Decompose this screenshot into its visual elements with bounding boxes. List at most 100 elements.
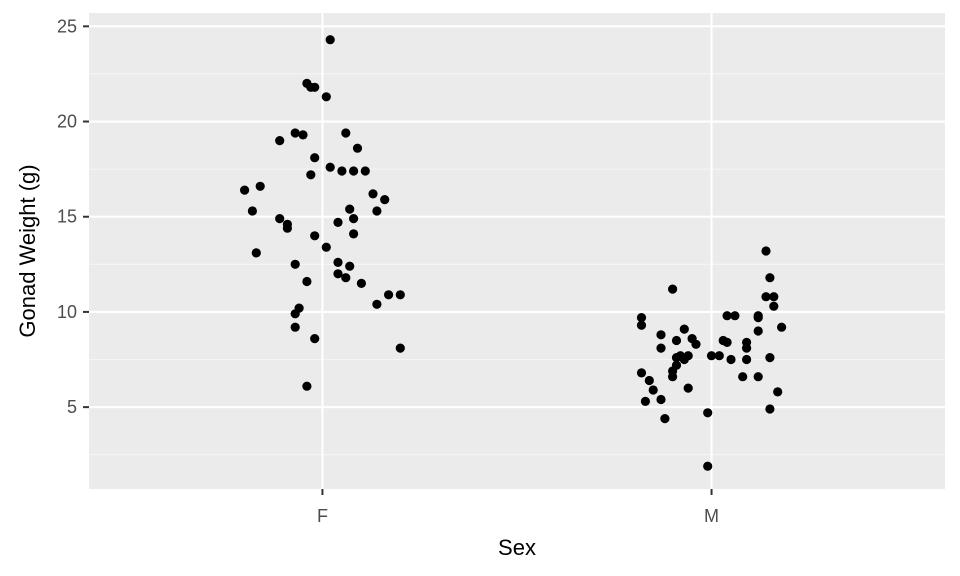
- x-tick-label: M: [704, 506, 719, 526]
- data-point: [714, 351, 724, 361]
- data-point: [395, 343, 405, 353]
- data-point: [753, 372, 763, 382]
- data-point: [777, 322, 787, 332]
- data-point: [302, 276, 312, 287]
- data-point: [321, 242, 331, 252]
- data-point: [306, 170, 316, 180]
- data-point: [753, 311, 763, 321]
- data-point: [679, 324, 689, 334]
- data-point: [769, 301, 779, 311]
- data-point: [310, 334, 320, 344]
- data-point: [722, 311, 732, 321]
- data-point: [349, 229, 359, 239]
- data-point: [345, 204, 355, 214]
- data-point: [656, 343, 666, 353]
- data-point: [310, 82, 320, 92]
- plot-panel: [89, 13, 945, 489]
- data-point: [333, 257, 343, 267]
- data-point: [660, 414, 670, 424]
- data-point: [337, 166, 347, 176]
- data-point: [349, 166, 359, 176]
- data-point: [325, 162, 335, 172]
- data-point: [395, 290, 405, 300]
- data-point: [240, 185, 250, 195]
- data-point: [742, 343, 752, 353]
- data-point: [730, 311, 740, 321]
- data-point: [372, 299, 382, 309]
- data-point: [706, 351, 717, 361]
- data-point: [275, 136, 285, 146]
- data-point: [761, 246, 771, 256]
- data-point: [356, 278, 366, 288]
- data-point: [738, 372, 748, 382]
- data-point: [360, 166, 370, 176]
- data-point: [656, 394, 666, 405]
- data-point: [644, 375, 654, 386]
- data-point: [636, 368, 647, 378]
- data-point: [765, 404, 775, 414]
- data-point: [341, 128, 351, 138]
- data-point: [290, 128, 300, 138]
- data-point: [345, 261, 355, 271]
- y-tick-label: 20: [57, 112, 77, 132]
- data-point: [640, 396, 651, 406]
- data-point: [275, 214, 285, 224]
- data-point: [773, 387, 783, 397]
- data-point: [372, 206, 382, 216]
- y-tick-label: 10: [57, 302, 77, 322]
- data-point: [753, 326, 763, 336]
- data-point: [290, 309, 300, 319]
- data-point: [325, 35, 335, 45]
- data-point: [742, 354, 752, 365]
- data-point: [656, 330, 666, 340]
- data-point: [282, 223, 292, 233]
- data-point: [761, 292, 771, 302]
- data-point: [349, 214, 359, 224]
- data-point: [251, 248, 261, 258]
- data-point: [703, 461, 713, 471]
- data-points: [240, 35, 787, 471]
- data-point: [247, 206, 257, 216]
- data-point: [302, 381, 312, 391]
- data-point: [310, 231, 320, 241]
- y-axis: 5 10 15 20 25: [57, 16, 89, 417]
- data-point: [668, 284, 678, 294]
- data-point: [255, 181, 265, 191]
- data-point: [310, 153, 320, 163]
- data-point: [726, 354, 736, 365]
- data-point: [298, 130, 308, 140]
- data-point: [722, 337, 732, 347]
- data-point: [683, 383, 693, 393]
- data-point: [648, 385, 658, 395]
- y-tick-label: 15: [57, 207, 77, 227]
- minor-gridlines: [89, 73, 945, 456]
- data-point: [333, 269, 343, 279]
- x-axis-title: Sex: [498, 535, 536, 560]
- data-point: [703, 408, 713, 418]
- data-point: [290, 259, 300, 269]
- data-point: [290, 322, 300, 332]
- data-point: [380, 195, 390, 205]
- y-axis-title: Gonad Weight (g): [15, 164, 40, 337]
- data-point: [769, 292, 779, 302]
- data-point: [765, 353, 775, 363]
- data-point: [384, 290, 394, 300]
- data-point: [368, 189, 378, 199]
- data-point: [668, 372, 678, 382]
- data-point: [636, 320, 647, 330]
- data-point: [321, 92, 331, 102]
- data-point: [333, 217, 343, 227]
- data-point: [352, 143, 363, 153]
- y-tick-label: 5: [67, 397, 77, 417]
- x-tick-label: F: [317, 506, 328, 526]
- data-point: [679, 354, 689, 365]
- data-point: [691, 339, 701, 349]
- data-point: [765, 273, 775, 283]
- major-gridlines: [89, 13, 945, 489]
- data-point: [671, 335, 682, 346]
- data-point: [636, 313, 647, 323]
- y-tick-label: 25: [57, 16, 77, 36]
- data-point: [671, 353, 682, 363]
